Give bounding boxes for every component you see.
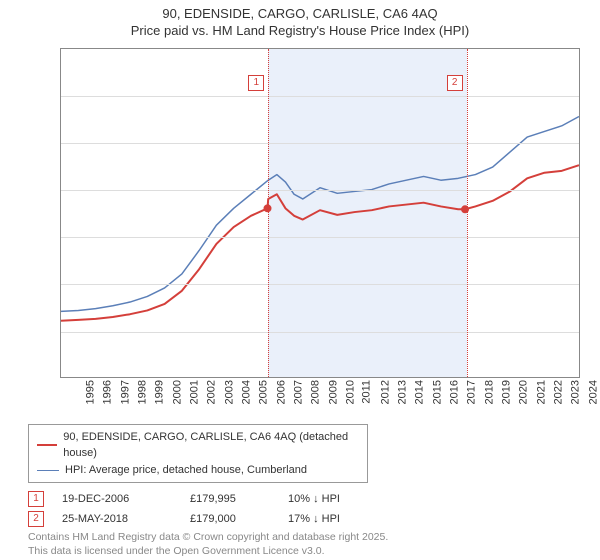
registration-line xyxy=(467,49,468,377)
footer: Contains HM Land Registry data © Crown c… xyxy=(28,531,572,558)
title-line2: Price paid vs. HM Land Registry's House … xyxy=(131,23,469,38)
chart-title: 90, EDENSIDE, CARGO, CARLISLE, CA6 4AQ P… xyxy=(0,0,600,40)
series-line xyxy=(61,116,579,311)
legend-swatch xyxy=(37,444,57,446)
legend-label: 90, EDENSIDE, CARGO, CARLISLE, CA6 4AQ (… xyxy=(63,429,359,462)
registration-line xyxy=(268,49,269,377)
plot-area: 12 xyxy=(60,48,580,378)
legend-row: HPI: Average price, detached house, Cumb… xyxy=(37,462,359,479)
sale-pct-vs-hpi: 10% ↓ HPI xyxy=(288,493,378,505)
legend-swatch xyxy=(37,470,59,471)
legend-block: 90, EDENSIDE, CARGO, CARLISLE, CA6 4AQ (… xyxy=(28,424,572,528)
legend-row: 90, EDENSIDE, CARGO, CARLISLE, CA6 4AQ (… xyxy=(37,429,359,462)
sale-num-box: 1 xyxy=(28,491,44,507)
line-layer xyxy=(61,49,579,377)
sale-pct-vs-hpi: 17% ↓ HPI xyxy=(288,513,378,525)
sale-row: 1 19-DEC-2006 £179,995 10% ↓ HPI xyxy=(28,491,572,507)
sale-date: 19-DEC-2006 xyxy=(62,493,172,505)
chart-container: 90, EDENSIDE, CARGO, CARLISLE, CA6 4AQ P… xyxy=(0,0,600,560)
series-legend: 90, EDENSIDE, CARGO, CARLISLE, CA6 4AQ (… xyxy=(28,424,368,484)
sale-price: £179,000 xyxy=(190,513,270,525)
footer-line: This data is licensed under the Open Gov… xyxy=(28,545,325,557)
title-line1: 90, EDENSIDE, CARGO, CARLISLE, CA6 4AQ xyxy=(162,6,437,21)
chart-area: £0£50K£100K£150K£200K£250K£300K£350K 12 … xyxy=(10,48,590,418)
sale-marker-dot xyxy=(461,205,469,213)
registration-marker-box: 1 xyxy=(248,75,264,91)
sale-num-box: 2 xyxy=(28,511,44,527)
registration-marker-box: 2 xyxy=(447,75,463,91)
sale-date: 25-MAY-2018 xyxy=(62,513,172,525)
legend-label: HPI: Average price, detached house, Cumb… xyxy=(65,462,307,479)
footer-line: Contains HM Land Registry data © Crown c… xyxy=(28,531,388,543)
sale-rows: 1 19-DEC-2006 £179,995 10% ↓ HPI 2 25-MAY-201… xyxy=(28,491,572,527)
sale-row: 2 25-MAY-2018 £179,000 17% ↓ HPI xyxy=(28,511,572,527)
sale-price: £179,995 xyxy=(190,493,270,505)
